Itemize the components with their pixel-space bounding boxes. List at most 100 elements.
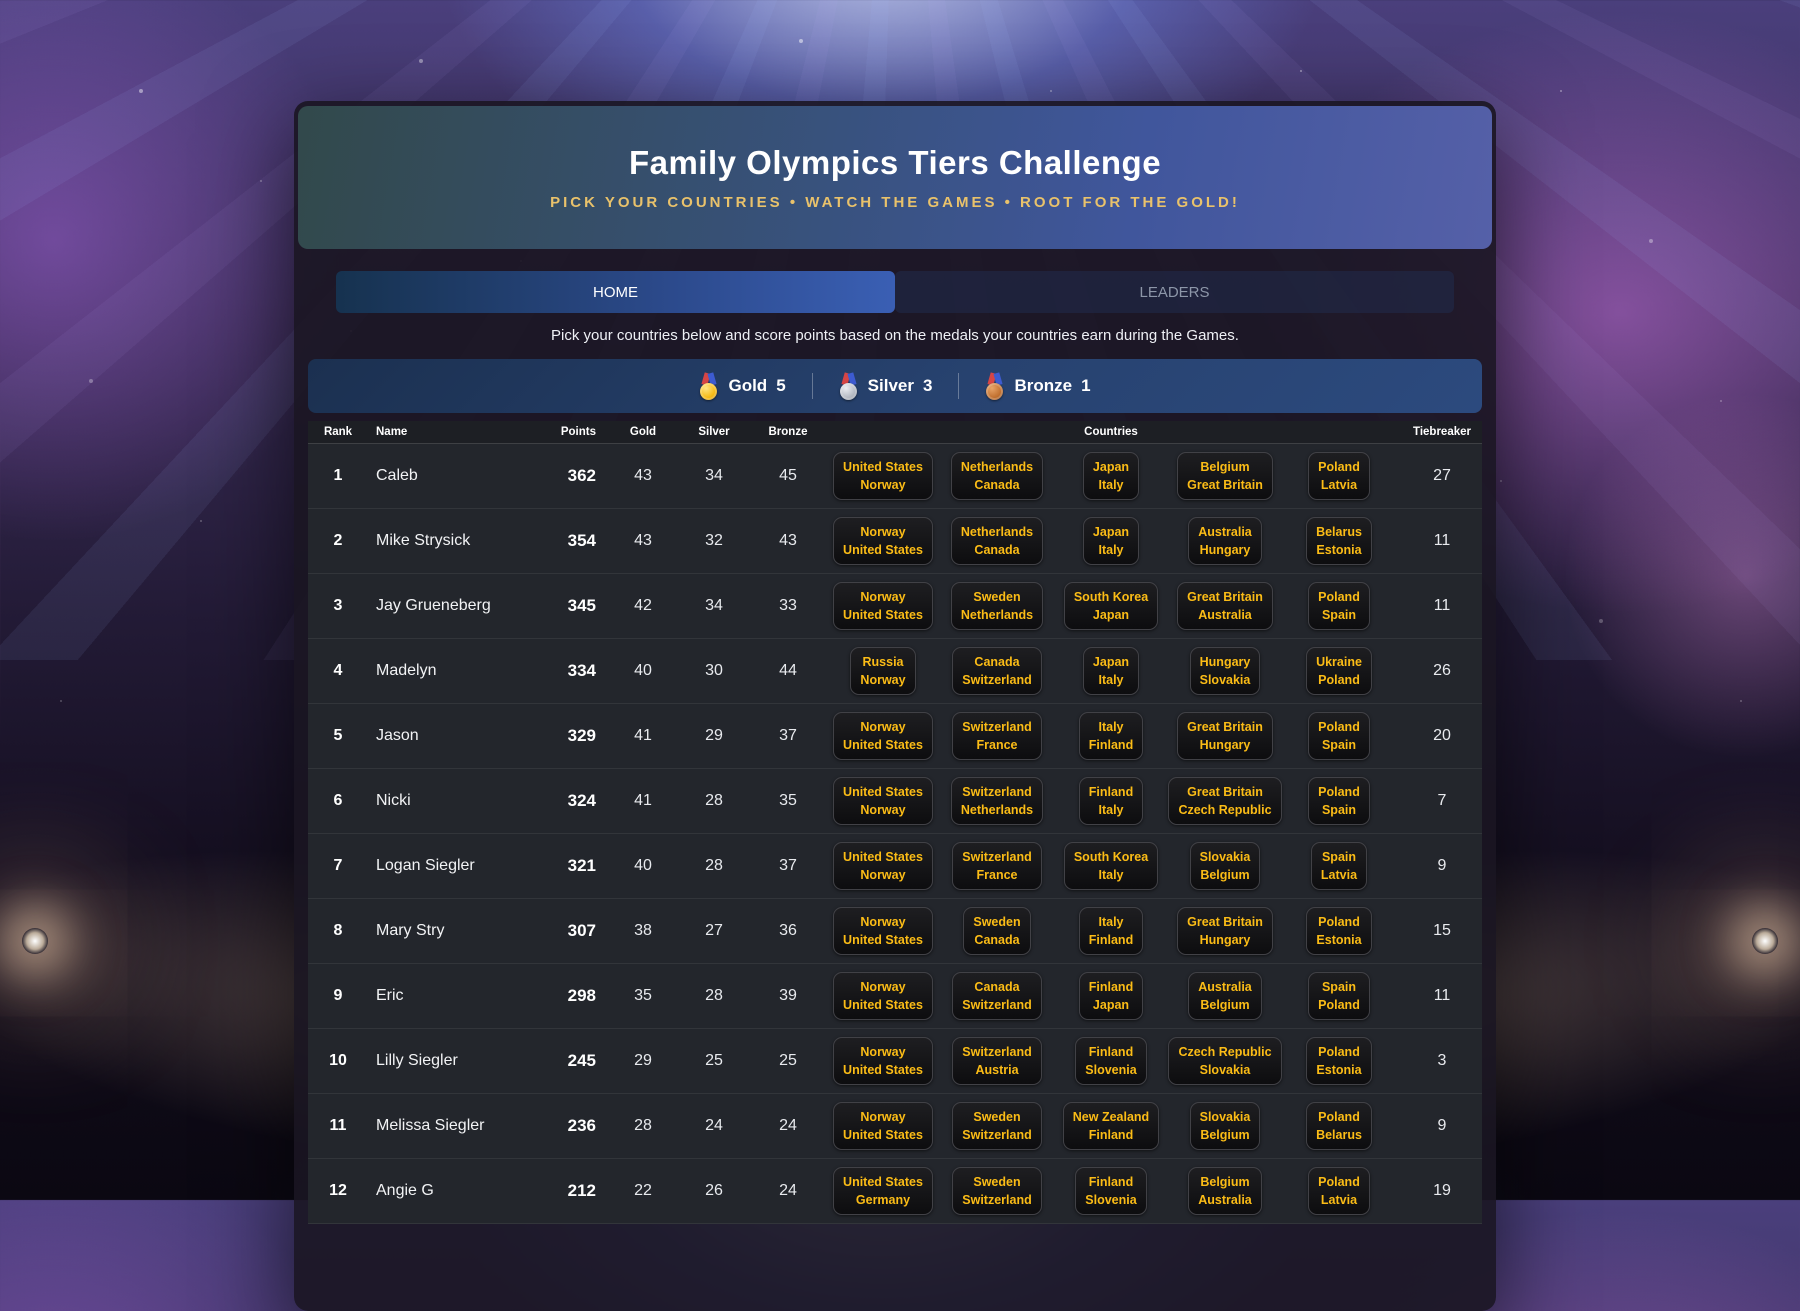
country-tier-chip[interactable]: United States Norway <box>833 451 933 501</box>
country-tier-chip[interactable]: Finland Slovenia <box>1075 1166 1147 1216</box>
country-name: Poland <box>1318 589 1360 604</box>
country-tier-chip[interactable]: United States Norway <box>833 776 933 826</box>
country-tier-chip[interactable]: Canada Switzerland <box>952 971 1042 1021</box>
country-name: Australia <box>1198 524 1252 539</box>
tiebreaker-value: 26 <box>1433 662 1451 679</box>
country-tier-chip[interactable]: South Korea Japan <box>1063 581 1159 631</box>
rank-value: 9 <box>333 987 343 1004</box>
country-name: Finland <box>1088 1128 1134 1142</box>
country-name: Switzerland <box>962 1128 1032 1142</box>
country-tier-chip[interactable]: Poland Spain <box>1308 581 1370 631</box>
country-name: Norway <box>860 803 906 817</box>
rank-value: 12 <box>329 1182 347 1199</box>
country-tier-chip[interactable]: Switzerland France <box>952 711 1042 761</box>
country-name: Finland <box>1088 933 1134 947</box>
instructions-text: Pick your countries below and score poin… <box>551 327 1239 344</box>
player-name: Madelyn <box>376 662 437 679</box>
country-tier-chip[interactable]: Slovakia Belgium <box>1189 841 1261 891</box>
country-tier-chip[interactable]: Belgium Great Britain <box>1177 451 1273 501</box>
page-title: Family Olympics Tiers Challenge <box>628 144 1162 181</box>
country-tier-chip[interactable]: Norway United States <box>833 906 933 956</box>
tab-leaders[interactable]: LEADERS <box>895 271 1454 313</box>
bronze-count: 44 <box>779 662 797 679</box>
country-tier-chip[interactable]: Poland Latvia <box>1308 451 1370 501</box>
country-tier-chip[interactable]: Norway United States <box>833 516 933 566</box>
country-tier-chip[interactable]: Norway United States <box>833 711 933 761</box>
country-tier-chip[interactable]: Finland Slovenia <box>1075 1036 1147 1086</box>
country-tier-chip[interactable]: Finland Italy <box>1078 776 1144 826</box>
country-tier-chip[interactable]: Japan Italy <box>1082 451 1140 501</box>
bronze-count: 24 <box>779 1117 797 1134</box>
country-tier-chip[interactable]: Italy Finland <box>1078 906 1144 956</box>
country-tier-chip[interactable]: Sweden Switzerland <box>952 1101 1042 1151</box>
country-tier-chip[interactable]: Poland Spain <box>1308 711 1370 761</box>
gold-count: 41 <box>634 792 652 809</box>
country-tier-chip[interactable]: Great Britain Czech Republic <box>1168 776 1282 826</box>
country-tier-chip[interactable]: Japan Italy <box>1082 646 1140 696</box>
country-tier-chip[interactable]: Sweden Switzerland <box>952 1166 1042 1216</box>
country-tier-chip[interactable]: Sweden Netherlands <box>950 581 1044 631</box>
country-tier-chip[interactable]: Great Britain Australia <box>1177 581 1273 631</box>
country-name: Japan <box>1092 654 1130 669</box>
country-tier-chip[interactable]: Spain Poland <box>1308 971 1370 1021</box>
country-tier-chip[interactable]: Great Britain Hungary <box>1177 711 1273 761</box>
country-name: Norway <box>860 1044 906 1059</box>
country-name: Belarus <box>1316 1128 1362 1142</box>
country-tier-chip[interactable]: South Korea Italy <box>1063 841 1159 891</box>
gold-count: 43 <box>634 532 652 549</box>
country-tier-chip[interactable]: Czech Republic Slovakia <box>1168 1036 1282 1086</box>
country-tier-chip[interactable]: Russia Norway <box>850 646 916 696</box>
country-tiers: United States Norway Switzerland France Sout… <box>826 841 1396 891</box>
country-name: Switzerland <box>962 1044 1032 1059</box>
country-tier-chip[interactable]: Poland Estonia <box>1306 906 1372 956</box>
country-tier-chip[interactable]: Norway United States <box>833 581 933 631</box>
country-tiers: Norway United States Switzerland France Ital… <box>826 711 1396 761</box>
country-tier-chip[interactable]: United States Germany <box>833 1166 933 1216</box>
country-tier-chip[interactable]: Australia Belgium <box>1188 971 1262 1021</box>
points-value: 362 <box>567 466 596 485</box>
bronze-count: 24 <box>779 1182 797 1199</box>
country-tier-chip[interactable]: Finland Japan <box>1078 971 1144 1021</box>
country-name: Ukraine <box>1316 654 1362 669</box>
country-tier-chip[interactable]: Ukraine Poland <box>1306 646 1372 696</box>
country-tier-chip[interactable]: Australia Hungary <box>1188 516 1262 566</box>
country-tier-chip[interactable]: Belarus Estonia <box>1306 516 1372 566</box>
country-tier-chip[interactable]: Norway United States <box>833 1101 933 1151</box>
silver-count: 34 <box>705 467 723 484</box>
country-tier-chip[interactable]: Poland Belarus <box>1306 1101 1372 1151</box>
rank-value: 7 <box>333 857 343 874</box>
country-name: France <box>976 868 1018 882</box>
country-tier-chip[interactable]: Norway United States <box>833 971 933 1021</box>
country-tier-chip[interactable]: New Zealand Finland <box>1062 1101 1160 1151</box>
country-tier-chip[interactable]: Sweden Canada <box>963 906 1031 956</box>
country-tier-chip[interactable]: Slovakia Belgium <box>1189 1101 1261 1151</box>
country-tiers: Norway United States Sweden Canada Italy Finl… <box>826 906 1396 956</box>
country-tier-chip[interactable]: Japan Italy <box>1082 516 1140 566</box>
country-tier-chip[interactable]: United States Norway <box>833 841 933 891</box>
gold-count: 29 <box>634 1052 652 1069</box>
rank-value: 6 <box>333 792 343 809</box>
table-row: 4 Madelyn 334 40 30 44 Russia Norway Canad… <box>308 639 1482 704</box>
country-tier-chip[interactable]: Hungary Slovakia <box>1189 646 1261 696</box>
country-tier-chip[interactable]: Spain Latvia <box>1310 841 1368 891</box>
country-tier-chip[interactable]: Poland Spain <box>1308 776 1370 826</box>
country-tier-chip[interactable]: Italy Finland <box>1078 711 1144 761</box>
country-tier-chip[interactable]: Poland Latvia <box>1308 1166 1370 1216</box>
country-name: Hungary <box>1199 543 1251 557</box>
country-name: Poland <box>1318 1044 1360 1059</box>
country-name: United States <box>843 1128 923 1142</box>
country-name: United States <box>843 543 923 557</box>
country-tier-chip[interactable]: Poland Estonia <box>1306 1036 1372 1086</box>
player-name: Melissa Siegler <box>376 1117 485 1134</box>
bokeh-dots <box>0 0 2 2</box>
country-tier-chip[interactable]: Switzerland Netherlands <box>950 776 1044 826</box>
country-tier-chip[interactable]: Switzerland France <box>952 841 1042 891</box>
country-tier-chip[interactable]: Great Britain Hungary <box>1177 906 1273 956</box>
country-tier-chip[interactable]: Netherlands Canada <box>950 516 1044 566</box>
country-tier-chip[interactable]: Norway United States <box>833 1036 933 1086</box>
country-tier-chip[interactable]: Belgium Australia <box>1188 1166 1262 1216</box>
country-tier-chip[interactable]: Netherlands Canada <box>950 451 1044 501</box>
country-tier-chip[interactable]: Switzerland Austria <box>952 1036 1042 1086</box>
country-tier-chip[interactable]: Canada Switzerland <box>952 646 1042 696</box>
tab-home[interactable]: HOME <box>336 271 895 313</box>
